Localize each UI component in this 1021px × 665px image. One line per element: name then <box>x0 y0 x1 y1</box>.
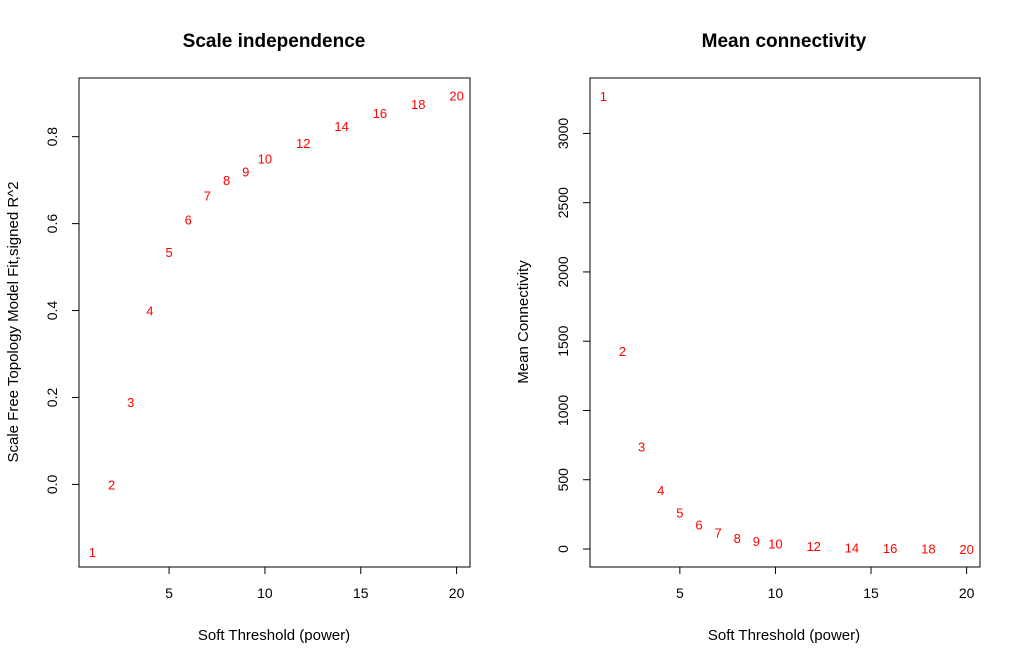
data-point-label: 4 <box>657 483 664 498</box>
y-tick-label: 2000 <box>555 256 571 287</box>
axes: 5 10 15 20 0 500 1000 1500 2000 2500 3000 <box>555 118 975 601</box>
chart-title: Mean connectivity <box>702 31 867 52</box>
data-point-label: 5 <box>676 505 683 520</box>
y-tick-label: 0.0 <box>44 474 60 494</box>
y-tick-label: 500 <box>555 468 571 492</box>
data-point-label: 1 <box>600 89 607 104</box>
data-point-label: 8 <box>223 173 230 188</box>
data-point-label: 12 <box>806 539 820 554</box>
x-tick-label: 15 <box>863 585 879 601</box>
data-point-label: 9 <box>753 534 760 549</box>
x-tick-label: 15 <box>353 585 369 601</box>
plot-frame <box>589 77 981 568</box>
y-axis-label: Mean Connectivity <box>515 260 532 384</box>
y-tick-label: 0.6 <box>44 214 60 234</box>
y-tick-label: 0.8 <box>44 127 60 147</box>
data-point-label: 1 <box>89 545 96 560</box>
y-tick-label: 2500 <box>555 187 571 218</box>
data-point-label: 6 <box>695 518 702 533</box>
data-point-label: 8 <box>734 531 741 546</box>
y-tick-label: 1000 <box>555 395 571 426</box>
chart-title: Scale independence <box>183 31 366 52</box>
data-point-label: 18 <box>921 542 935 557</box>
data-point-label: 2 <box>619 344 626 359</box>
data-point-label: 16 <box>373 106 387 121</box>
data-point-label: 16 <box>883 541 897 556</box>
y-tick-label: 1500 <box>555 325 571 356</box>
x-tick-label: 10 <box>768 585 784 601</box>
y-axis-label: Scale Free Topology Model Fit,signed R^2 <box>5 181 22 462</box>
data-point-label: 2 <box>108 477 115 492</box>
mean-connectivity-panel: Mean connectivity Soft Threshold (power)… <box>515 31 981 644</box>
data-point-label: 20 <box>449 88 463 103</box>
data-point-label: 3 <box>638 439 645 454</box>
scale-independence-panel: Scale independence Soft Threshold (power… <box>5 31 471 644</box>
data-point-label: 18 <box>411 97 425 112</box>
data-point-label: 20 <box>959 542 973 557</box>
y-tick-label: 3000 <box>555 118 571 149</box>
data-point-label: 3 <box>127 395 134 410</box>
y-tick-label: 0.2 <box>44 388 60 408</box>
x-tick-label: 20 <box>959 585 975 601</box>
y-tick-label: 0 <box>555 545 571 553</box>
y-tick-label: 0.4 <box>44 301 60 321</box>
x-axis-label: Soft Threshold (power) <box>708 627 860 644</box>
data-point-label: 14 <box>845 540 859 555</box>
data-point-label: 4 <box>146 304 153 319</box>
plot-frame <box>78 77 471 568</box>
data-point-label: 6 <box>185 212 192 227</box>
data-point-label: 7 <box>204 188 211 203</box>
data-point-label: 10 <box>258 151 272 166</box>
x-axis-label: Soft Threshold (power) <box>198 627 350 644</box>
data-point-label: 12 <box>296 136 310 151</box>
x-tick-label: 20 <box>449 585 465 601</box>
data-point-label: 7 <box>714 525 721 540</box>
axes: 5 10 15 200.00.20.40.60.8 <box>44 127 465 601</box>
data-point-label: 5 <box>165 245 172 260</box>
data-point-label: 14 <box>334 119 348 134</box>
data-point-label: 9 <box>242 164 249 179</box>
x-tick-label: 5 <box>676 585 684 601</box>
data-point-label: 10 <box>768 536 782 551</box>
x-tick-label: 10 <box>257 585 273 601</box>
x-tick-label: 5 <box>165 585 173 601</box>
